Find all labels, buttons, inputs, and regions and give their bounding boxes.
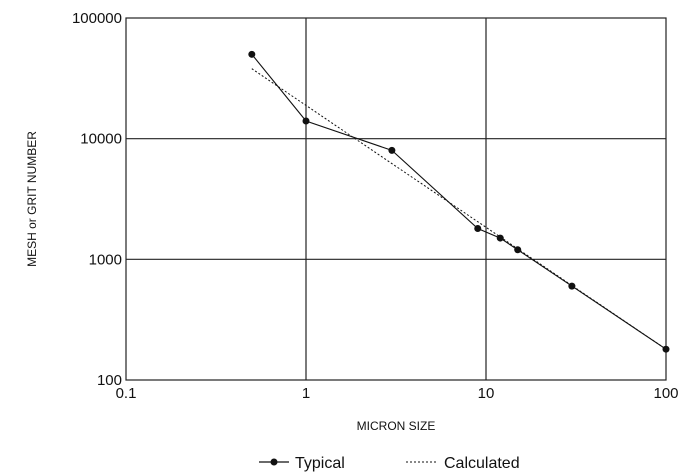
plot-area xyxy=(125,17,667,381)
x-tick-label: 100 xyxy=(653,385,678,402)
y-axis-label: MESH or GRIT NUMBER xyxy=(25,131,39,267)
y-tick-label: 10000 xyxy=(80,131,122,148)
data-point-typical xyxy=(514,246,522,254)
data-point-typical xyxy=(248,50,256,58)
series-layer xyxy=(248,50,670,353)
series-line-calculated xyxy=(251,68,667,350)
x-tick-label: 1 xyxy=(302,385,310,402)
grid-lines xyxy=(126,18,666,380)
data-point-typical xyxy=(474,225,482,233)
series-line-typical xyxy=(251,53,667,350)
y-tick-label: 1000 xyxy=(89,251,122,268)
legend-typical-marker xyxy=(270,458,278,466)
data-point-typical xyxy=(568,282,576,290)
y-tick-label: 100000 xyxy=(72,10,122,27)
x-tick-label: 10 xyxy=(478,385,495,402)
data-point-typical xyxy=(302,117,310,125)
x-axis-label: MICRON SIZE xyxy=(357,419,436,433)
data-point-typical xyxy=(496,234,504,242)
legend-calculated-label: Calculated xyxy=(444,455,520,472)
y-tick-label: 100 xyxy=(97,372,122,389)
legend: Typical Calculated xyxy=(259,455,520,472)
tick-labels: 0.1 1 10 100 100 1000 10000 100000 xyxy=(72,10,679,402)
legend-typical-label: Typical xyxy=(295,455,345,472)
x-tick-label: 0.1 xyxy=(116,385,137,402)
data-point-typical xyxy=(388,146,396,154)
